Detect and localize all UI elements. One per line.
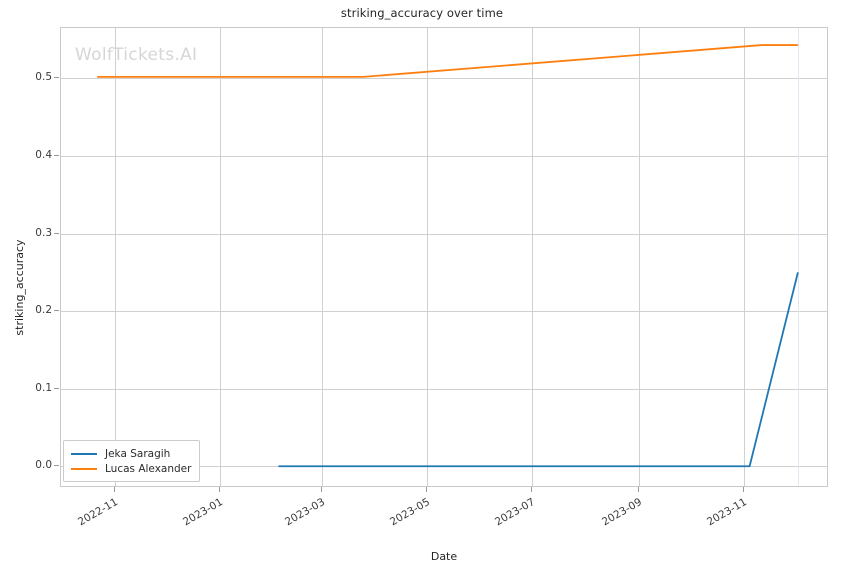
gridline-horizontal (61, 388, 827, 390)
x-tick-mark (320, 487, 322, 492)
x-tick-mark (531, 487, 533, 492)
x-tick-mark (218, 487, 220, 492)
gridline-horizontal (61, 233, 827, 235)
gridline-vertical-minor (797, 28, 799, 486)
gridline-vertical (744, 28, 746, 486)
y-tick-mark (54, 232, 59, 234)
x-tick-mark (638, 487, 640, 492)
y-axis-label: striking_accuracy (13, 239, 26, 336)
gridline-horizontal (61, 155, 827, 157)
plot-area: WolfTickets.AI (60, 27, 828, 487)
gridline-horizontal (61, 78, 827, 80)
series-line (97, 44, 798, 78)
y-tick-label: 0.5 (35, 71, 52, 84)
gridline-vertical (321, 28, 323, 486)
y-tick-mark (54, 77, 59, 79)
chart-title: striking_accuracy over time (340, 6, 504, 20)
x-tick-label: 2023-09 (600, 496, 645, 529)
watermark: WolfTickets.AI (75, 45, 198, 65)
series-line (278, 272, 799, 468)
x-axis-tick-labels: 2022-11 2023-01 2023-03 2023-05 2023-07 2023-… (60, 487, 828, 547)
y-tick-mark (54, 310, 59, 312)
gridline-horizontal (61, 311, 827, 313)
gridline-vertical (114, 28, 116, 486)
legend-item[interactable]: Jeka Saragih (71, 446, 191, 461)
y-tick-label: 0.0 (35, 459, 52, 472)
y-tick-label: 0.4 (35, 148, 52, 161)
x-tick-label: 2023-07 (493, 496, 538, 529)
x-tick-label: 2023-05 (387, 496, 432, 529)
gridline-vertical (219, 28, 221, 486)
plot-inner: WolfTickets.AI (61, 28, 827, 486)
series-lines (97, 44, 799, 468)
y-tick-label: 0.3 (35, 226, 52, 239)
legend-color-swatch (71, 467, 97, 470)
legend-label: Lucas Alexander (105, 462, 192, 475)
y-axis-tick-labels: 0.0 0.1 0.2 0.3 0.4 0.5 (0, 27, 52, 487)
legend-item[interactable]: Lucas Alexander (71, 461, 191, 476)
y-tick-mark (54, 465, 59, 467)
y-tick-mark (54, 154, 59, 156)
y-axis-tick-marks (0, 27, 60, 487)
gridline-vertical (532, 28, 534, 486)
legend-label: Jeka Saragih (105, 447, 171, 460)
y-tick-label: 0.2 (35, 304, 52, 317)
legend: Jeka Saragih Lucas Alexander (63, 440, 201, 482)
x-tick-mark (113, 487, 115, 492)
x-tick-label: 2023-01 (180, 496, 225, 529)
gridline-vertical (639, 28, 641, 486)
x-tick-mark (425, 487, 427, 492)
y-axis-label-wrap: striking_accuracy (10, 0, 30, 575)
x-axis-label: Date (430, 550, 458, 563)
x-tick-label: 2023-11 (705, 496, 750, 529)
y-tick-label: 0.1 (35, 381, 52, 394)
y-tick-mark (54, 387, 59, 389)
legend-color-swatch (71, 452, 97, 455)
x-tick-mark (743, 487, 745, 492)
gridline-vertical (426, 28, 428, 486)
